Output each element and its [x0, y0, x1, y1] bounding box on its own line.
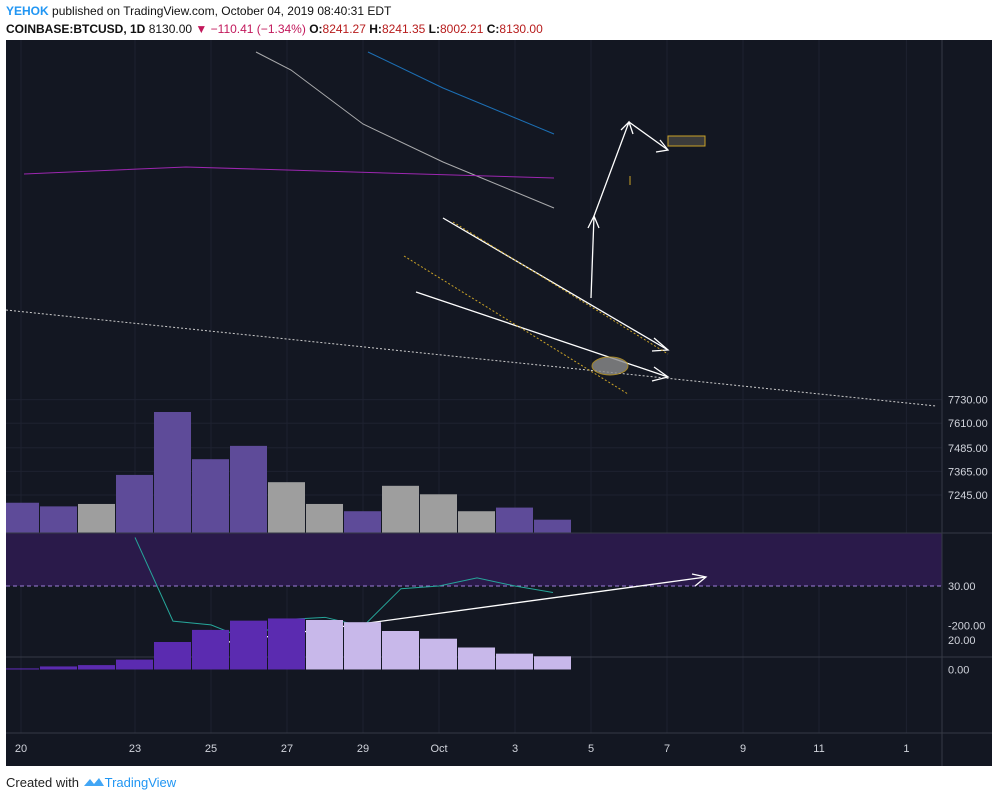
volume-bar	[230, 445, 267, 533]
macd-bar	[192, 629, 229, 670]
time-axis[interactable]: 20 23 25 27 29 Oct 3 5 7 9 11 1	[15, 743, 910, 755]
high-value: 8241.35	[381, 22, 426, 36]
volume-bar	[382, 485, 419, 533]
time-tick-label: 27	[281, 743, 293, 755]
time-tick-label: 3	[512, 743, 518, 755]
macd-bar	[344, 622, 381, 670]
macd-tick-label: -200.00	[948, 621, 985, 633]
macd-histogram	[6, 618, 571, 670]
volume-bars	[6, 412, 571, 533]
moving-average-blue	[367, 51, 555, 135]
price-tick-label: 7365.00	[948, 466, 988, 478]
low-value: 8002.21	[440, 22, 484, 36]
volume-bar	[534, 519, 571, 533]
macd-bar	[458, 647, 495, 670]
price-tick-label: 7485.00	[948, 443, 988, 455]
macd-bar	[534, 656, 571, 670]
breakout-arrowhead-end	[655, 139, 670, 153]
high-label: H:	[369, 22, 382, 36]
wedge-upper-line	[442, 217, 669, 351]
close-value: 8130.00	[499, 22, 543, 36]
symbol-label: COINBASE:BTCUSD, 1D	[6, 22, 146, 36]
breakout-arrowhead-mid	[587, 214, 600, 229]
time-tick-label: 5	[588, 743, 594, 755]
macd-bar	[496, 653, 533, 670]
macd-bar	[6, 668, 39, 670]
volume-bar	[268, 482, 305, 533]
last-price: 8130.00	[148, 22, 193, 36]
time-tick-label: 7	[664, 743, 670, 755]
low-label: L:	[428, 22, 440, 36]
breakout-path-arrow	[590, 120, 669, 299]
volume-bar	[192, 459, 229, 533]
target-box	[667, 135, 706, 147]
time-tick-label: 23	[129, 743, 141, 755]
time-tick-label: 9	[740, 743, 746, 755]
price-axis[interactable]: 9200.009000.008800.008600.008400.008200.…	[943, 40, 992, 677]
macd-bar	[40, 666, 77, 670]
macd-tick-label: 0.00	[948, 665, 969, 677]
moving-average-purple	[23, 166, 555, 179]
close-label: C:	[486, 22, 500, 36]
author-name[interactable]: YEHOK	[6, 4, 49, 18]
macd-bar	[420, 638, 457, 670]
open-value: 8241.27	[322, 22, 366, 36]
tradingview-link[interactable]: TradingView	[104, 775, 177, 790]
rsi-indicator	[6, 537, 942, 641]
created-with-text: Created with	[6, 775, 79, 790]
volume-bar	[496, 507, 533, 533]
volume-bar	[40, 506, 77, 533]
time-tick-label: 25	[205, 743, 217, 755]
macd-bar	[382, 631, 419, 670]
price-tick-label: 7610.00	[948, 418, 988, 430]
tradingview-logo-icon	[83, 778, 104, 786]
volume-bar	[306, 503, 343, 533]
price-change: −110.41 (−1.34%)	[210, 22, 306, 36]
wedge-upper-arrowhead	[651, 337, 670, 352]
macd-bar	[78, 665, 115, 670]
footer-credit: Created with TradingView	[6, 775, 176, 790]
time-tick-label: 11	[813, 743, 824, 755]
rsi-tick-label: 30.00	[948, 581, 976, 593]
volume-bar	[344, 511, 381, 533]
publish-text: published on TradingView.com, October 04…	[52, 4, 392, 18]
rsi-line	[134, 537, 554, 641]
rsi-divergence-arrowhead	[691, 573, 708, 587]
publish-info: YEHOK published on TradingView.com, Octo…	[6, 4, 391, 18]
volume-bar	[6, 502, 39, 533]
price-tick-label: 7730.00	[948, 395, 988, 407]
moving-average-gray	[255, 51, 555, 209]
time-tick-label: 1	[903, 743, 909, 755]
volume-bar	[154, 412, 191, 533]
time-tick-label: Oct	[430, 743, 447, 755]
time-tick-label: 29	[357, 743, 369, 755]
macd-bar	[268, 618, 305, 670]
volume-bar	[458, 511, 495, 533]
price-tick-label: 7245.00	[948, 490, 988, 502]
volume-bar	[420, 494, 457, 533]
time-tick-label: 20	[15, 743, 27, 755]
target-zone-ellipse	[591, 356, 629, 376]
symbol-info: COINBASE:BTCUSD, 1D 8130.00 ▼ −110.41 (−…	[6, 22, 543, 36]
open-label: O:	[309, 22, 323, 36]
volume-bar	[78, 503, 115, 533]
macd-bar	[116, 659, 153, 670]
breakout-arrowhead-peak	[620, 120, 634, 135]
wedge-lower-arrowhead	[651, 366, 670, 382]
chart-canvas[interactable]: 2.414(9296.27)1.618(8869.97)1.272(8684.6…	[6, 40, 992, 766]
volume-bar	[116, 474, 153, 533]
macd-bar	[306, 620, 343, 670]
macd-bar	[230, 620, 267, 670]
down-arrow-icon: ▼	[195, 22, 208, 36]
macd-bar	[154, 642, 191, 670]
rsi-tick-label: 20.00	[948, 635, 976, 647]
rsi-band	[6, 533, 942, 586]
annotations	[6, 51, 937, 407]
